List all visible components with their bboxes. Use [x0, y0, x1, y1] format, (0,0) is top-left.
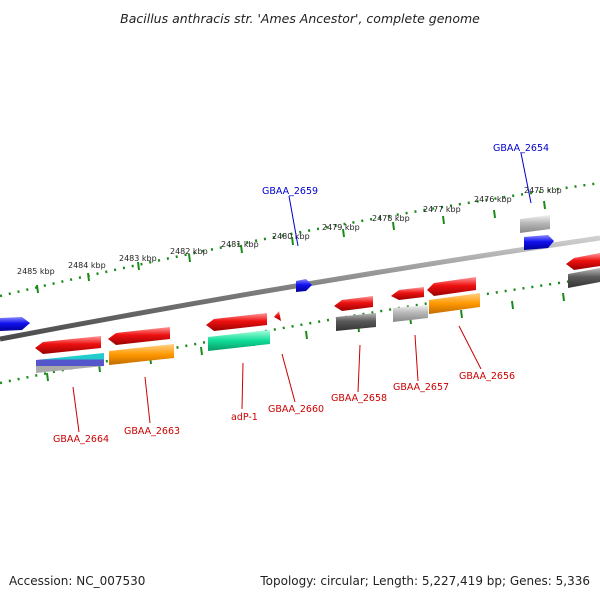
scale-label: 2478 kbp [372, 214, 410, 223]
feature-bar-teal [208, 330, 270, 351]
gene-label-gbaa-2663[interactable]: GBAA_2663 [124, 426, 180, 437]
gene-label-gbaa-2664[interactable]: GBAA_2664 [53, 434, 109, 445]
gene-label-gbaa-2656[interactable]: GBAA_2656 [459, 371, 515, 382]
gene-gbaa-2660-arrow[interactable] [274, 311, 281, 321]
scale-label: 2485 kbp [17, 267, 55, 276]
gene-label-gbaa-2660[interactable]: GBAA_2660 [268, 404, 324, 415]
gene-label-gbaa-2659[interactable]: GBAA_2659 [262, 186, 318, 197]
gene-gbaa-2656-arrow[interactable] [427, 277, 476, 296]
gene-label-gbaa-2657[interactable]: GBAA_2657 [393, 382, 449, 393]
scale-label: 2477 kbp [423, 205, 461, 214]
feature-bar-multicolor [36, 353, 104, 373]
scale-label: 2479 kbp [322, 223, 360, 232]
scale-label: 2482 kbp [170, 247, 208, 256]
gene-gbaa-2664-arrow[interactable] [35, 336, 101, 354]
accession-text: Accession: NC_007530 [9, 574, 146, 588]
scale-label: 2475 kbp [524, 186, 562, 195]
gene-labels: GBAA_2654 GBAA_2659 GBAA_2656 GBAA_2657 … [53, 143, 549, 445]
gene-gbaa-2654-arrow[interactable] [524, 235, 554, 250]
scale-labels: 2485 kbp 2484 kbp 2483 kbp 2482 kbp 2481… [17, 186, 562, 276]
label-leaders [72, 152, 532, 433]
feature-bar-light-grey [393, 305, 428, 322]
gene-gbaa-2657-arrow[interactable] [391, 287, 424, 300]
gene-gbaa-2659-arrow[interactable] [296, 279, 312, 292]
feature-bars [36, 268, 600, 373]
gene-forward-arrow[interactable] [0, 317, 30, 331]
gene-label-gbaa-2654[interactable]: GBAA_2654 [493, 143, 549, 154]
reverse-red-genes [35, 253, 600, 354]
gene-gbaa-2658-arrow[interactable] [334, 296, 373, 311]
outer-scale-ticks [0, 181, 600, 298]
feature-bar-orange [109, 344, 174, 365]
gene-gbaa-2663-arrow[interactable] [108, 327, 170, 345]
scale-label: 2481 kbp [221, 240, 259, 249]
gene-adp1-arrow[interactable] [206, 313, 267, 331]
feature-bar-orange [429, 293, 480, 314]
gene-gbaa-2654-grey[interactable] [520, 215, 550, 233]
scale-label: 2484 kbp [68, 261, 106, 270]
scale-label: 2476 kbp [474, 195, 512, 204]
scale-label: 2483 kbp [119, 254, 157, 263]
gene-edge-arrow[interactable] [566, 253, 600, 270]
map-title: Bacillus anthracis str. 'Ames Ancestor',… [120, 11, 480, 26]
feature-bar-dark-grey [568, 268, 600, 288]
topology-text: Topology: circular; Length: 5,227,419 bp… [260, 574, 590, 588]
feature-bar-dark-grey [336, 313, 376, 331]
gene-label-gbaa-2658[interactable]: GBAA_2658 [331, 393, 387, 404]
gene-label-adp-1[interactable]: adP-1 [231, 412, 258, 423]
scale-label: 2480 kbp [272, 232, 310, 241]
